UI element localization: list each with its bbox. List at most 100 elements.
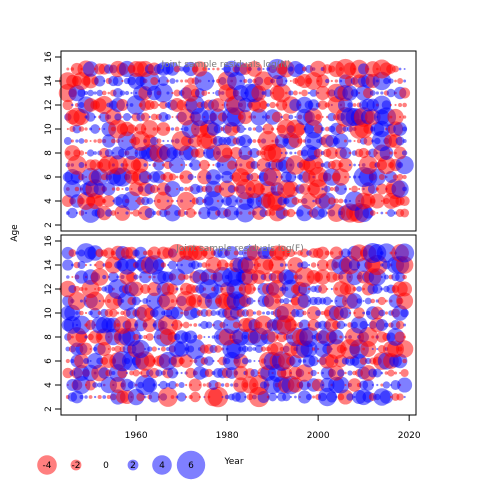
residual-bubble — [253, 299, 256, 303]
residual-bubble — [347, 378, 362, 392]
residual-bubble — [399, 371, 402, 375]
residual-bubble — [95, 260, 105, 270]
residual-bubble — [315, 269, 331, 285]
residual-bubble — [168, 173, 177, 181]
residual-bubble — [376, 243, 397, 263]
residual-bubble — [84, 395, 88, 399]
residual-bubble — [140, 112, 150, 122]
panel-log-n: Joint sample residuals log(N) 2 4 6 8 10 12 14… — [44, 50, 417, 232]
residual-bubble — [318, 208, 328, 218]
residual-bubble — [400, 368, 409, 378]
residual-bubble — [212, 92, 215, 94]
residual-bubble — [402, 358, 407, 364]
residual-bubble — [391, 180, 409, 198]
residual-bubble — [224, 246, 239, 260]
residual-bubble — [108, 155, 128, 175]
residual-bubble — [312, 199, 315, 203]
residual-bubble — [309, 60, 327, 78]
residual-bubble — [198, 383, 201, 387]
residual-bubble — [207, 163, 211, 167]
residual-bubble — [268, 256, 286, 274]
legend-bubble — [152, 455, 172, 475]
residual-bubble — [317, 371, 320, 375]
residual-bubble — [395, 243, 415, 263]
residual-bubble — [189, 199, 192, 203]
residual-bubble — [263, 76, 273, 86]
residual-bubble — [207, 67, 211, 71]
residual-bubble — [212, 67, 215, 71]
legend-label: -4 — [43, 461, 52, 471]
residual-bubble — [180, 79, 184, 83]
residual-bubble — [252, 139, 257, 143]
residual-bubble — [300, 261, 309, 269]
residual-bubble — [192, 61, 208, 77]
residual-bubble — [371, 347, 374, 351]
residual-bubble — [136, 392, 145, 402]
residual-bubble — [280, 152, 283, 154]
residual-bubble — [377, 296, 387, 306]
residual-bubble — [238, 346, 244, 352]
residual-bubble — [328, 365, 345, 381]
residual-bubble — [270, 341, 285, 357]
residual-bubble — [210, 309, 217, 317]
residual-bubble — [308, 355, 319, 367]
residual-bubble — [286, 248, 295, 258]
residual-bubble — [66, 127, 69, 131]
residual-bubble — [375, 91, 379, 95]
y-tick-label: 16 — [44, 51, 54, 63]
residual-bubble — [174, 126, 180, 132]
residual-bubble — [157, 314, 179, 336]
residual-bubble — [353, 139, 356, 143]
residual-bubble — [381, 100, 392, 110]
residual-bubble — [196, 185, 204, 193]
residual-bubble — [389, 104, 392, 106]
residual-bubble — [213, 124, 223, 134]
residual-bubble — [339, 147, 352, 159]
residual-bubble — [348, 151, 352, 155]
residual-bubble — [170, 127, 175, 131]
residual-bubble — [185, 208, 196, 218]
residual-bubble — [316, 74, 330, 88]
residual-bubble — [84, 91, 88, 95]
residual-bubble — [97, 394, 102, 400]
residual-bubble — [75, 211, 78, 215]
residual-bubble — [389, 395, 393, 399]
y-tick-label: 4 — [44, 198, 54, 204]
residual-bubble — [199, 159, 210, 171]
residual-bubble — [103, 79, 106, 83]
residual-bubble — [128, 281, 144, 297]
residual-bubble — [385, 211, 388, 215]
residual-bubble — [102, 274, 107, 280]
residual-bubble — [144, 207, 155, 219]
residual-bubble — [294, 175, 297, 179]
residual-bubble — [295, 308, 305, 318]
residual-bubble — [274, 298, 280, 304]
residual-bubble — [280, 115, 284, 119]
residual-bubble — [324, 126, 330, 132]
residual-bubble — [402, 274, 407, 280]
residual-bubble — [295, 364, 314, 382]
residual-bubble — [362, 207, 374, 219]
residual-bubble — [307, 287, 311, 291]
residual-bubble — [310, 262, 317, 268]
residual-bubble — [297, 390, 312, 404]
residual-bubble — [307, 371, 311, 375]
residual-bubble — [356, 286, 362, 292]
residual-bubble — [369, 161, 377, 169]
residual-bubble — [184, 186, 189, 192]
residual-bubble — [396, 292, 414, 310]
residual-bubble — [121, 79, 124, 83]
residual-bubble — [217, 247, 228, 259]
residual-bubble — [403, 395, 406, 399]
residual-bubble — [157, 347, 161, 351]
residual-bubble — [107, 347, 110, 351]
residual-bubble — [101, 90, 107, 96]
residual-bubble — [183, 274, 189, 280]
residual-bubble — [176, 99, 187, 111]
residual-bubble — [286, 208, 296, 218]
residual-bubble — [376, 383, 379, 387]
residual-bubble — [79, 299, 84, 303]
residual-bubble — [257, 130, 279, 152]
residual-bubble — [168, 380, 177, 390]
residual-bubble — [312, 395, 316, 399]
